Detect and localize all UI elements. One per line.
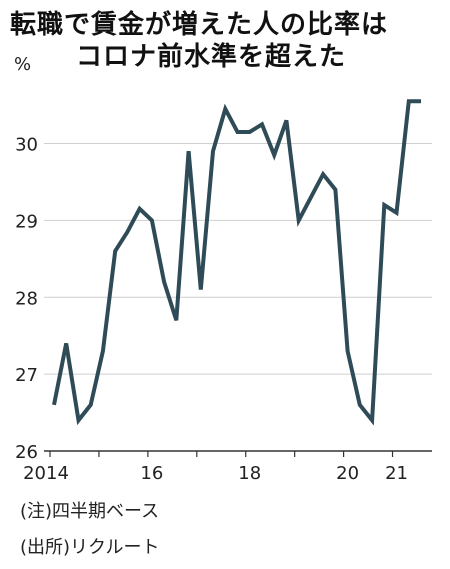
x-tick-label-21: 21 <box>385 463 408 484</box>
chart-title-line-2: コロナ前水準を超えた <box>76 42 347 72</box>
chart-title-line-1: 転職で賃金が増えた人の比率は <box>10 10 389 40</box>
footnote-source: (出所)リクルート <box>20 537 160 558</box>
y-tick-label-26: 26 <box>15 442 38 463</box>
series-line-0 <box>52 99 421 426</box>
y-tick-label-29: 29 <box>15 211 38 232</box>
footnote-quarterly: (注)四半期ベース <box>20 501 160 522</box>
x-tick-label-18: 18 <box>238 463 261 484</box>
y-tick-label-30: 30 <box>15 135 38 156</box>
x-tick-label-20: 20 <box>336 463 359 484</box>
y-unit-label: % <box>14 54 31 75</box>
x-tick-label-16: 16 <box>140 463 163 484</box>
y-tick-label-27: 27 <box>15 365 38 386</box>
x-tick-label-2014: 2014 <box>23 463 69 484</box>
y-tick-label-28: 28 <box>15 288 38 309</box>
